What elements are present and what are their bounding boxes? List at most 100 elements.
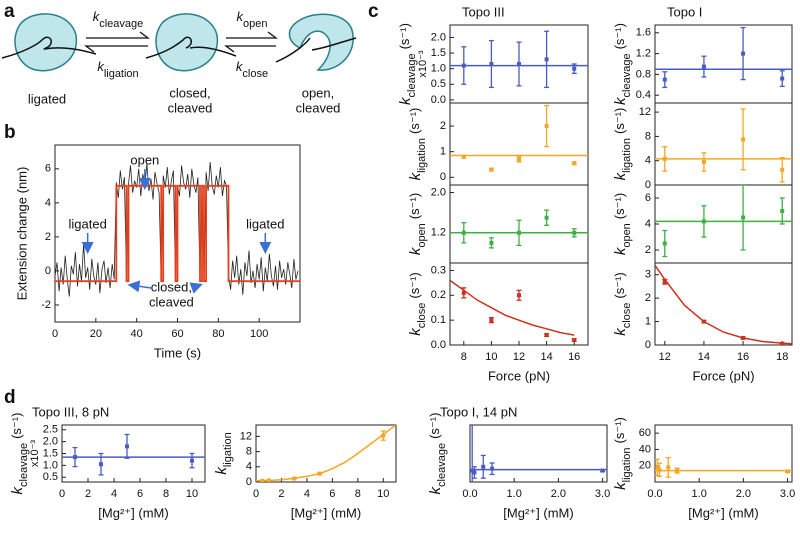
y-label-subscript: cleavage xyxy=(18,443,30,487)
rate-label: kopen xyxy=(237,9,268,29)
data-point xyxy=(517,293,521,298)
panel-label: a xyxy=(4,1,15,22)
plot-frame xyxy=(449,262,589,346)
x-tick-label: 0 xyxy=(253,488,259,500)
y-label-symbol: k xyxy=(612,327,629,336)
plot-frame xyxy=(255,424,397,483)
data-point xyxy=(741,137,746,142)
y-axis-label: kligation (s⁻¹) xyxy=(612,108,633,181)
data-point xyxy=(741,335,746,340)
x-tick-label: 2 xyxy=(85,488,91,500)
y-tick-label: 3 xyxy=(645,269,651,281)
y-tick-label: 1.5 xyxy=(43,447,58,459)
data-point xyxy=(489,240,494,245)
data-point xyxy=(317,471,322,476)
plot-frame xyxy=(654,262,793,346)
x-axis-label: [Mg²⁺] (mM) xyxy=(98,505,168,520)
x-tick-label: 8 xyxy=(163,488,169,500)
y-tick-label: 2 xyxy=(45,231,51,243)
data-point xyxy=(662,156,667,161)
x-tick-label: 0 xyxy=(59,488,65,500)
plot-frame xyxy=(654,184,793,264)
data-point xyxy=(572,230,577,235)
data-point xyxy=(489,318,494,323)
fit-line xyxy=(256,425,396,482)
data-point xyxy=(481,464,486,469)
fit-line xyxy=(655,264,792,345)
y-tick-label: 0 xyxy=(246,476,252,488)
annotation-arrow xyxy=(127,280,152,293)
plot-frame xyxy=(654,102,793,186)
y-tick-label: 0.0 xyxy=(431,94,446,106)
y-tick-label: 0 xyxy=(645,339,651,351)
y-label-subscript: ligation xyxy=(621,138,633,173)
x-tick-label: 8 xyxy=(355,488,361,500)
y-tick-label: 20 xyxy=(639,460,651,472)
data-point xyxy=(544,124,549,129)
y-label-unit: (s⁻¹) xyxy=(397,23,412,49)
plot-frame xyxy=(469,424,608,483)
plot-frame xyxy=(449,102,589,186)
x-tick-label: 14 xyxy=(698,351,710,363)
fit-line xyxy=(450,279,575,336)
y-tick-label: 2.0 xyxy=(431,186,446,198)
y-scale-label: x10⁻³ xyxy=(29,440,41,468)
y-label-subscript: cleavage xyxy=(406,53,418,97)
y-tick-label: 2 xyxy=(440,120,446,132)
panel-label: d xyxy=(4,387,16,408)
y-label-unit: (s⁻¹) xyxy=(407,193,422,219)
rate-subscript: open xyxy=(243,18,267,30)
x-tick-label: 0.0 xyxy=(462,488,477,500)
y-label-symbol: k xyxy=(407,327,424,336)
data-point xyxy=(701,219,706,224)
trace xyxy=(55,184,300,283)
x-axis-label: Time (s) xyxy=(154,345,201,360)
data-point xyxy=(544,215,549,220)
y-tick-label: 6 xyxy=(45,163,51,175)
enzyme-shape xyxy=(155,13,219,72)
data-point xyxy=(517,157,521,162)
data-point xyxy=(461,154,466,159)
data-point xyxy=(675,468,680,473)
x-tick-label: 3.0 xyxy=(595,488,610,500)
data-point xyxy=(292,476,297,481)
rate-label: kclose xyxy=(236,59,268,79)
y-tick-label: 0.4 xyxy=(636,89,651,101)
rate-subscript: ligation xyxy=(104,68,139,80)
data-point xyxy=(125,444,129,449)
y-tick-label: 4 xyxy=(645,155,651,167)
x-tick-label: 3.0 xyxy=(780,488,795,500)
data-point xyxy=(701,319,706,324)
y-label-unit: (s⁻¹) xyxy=(612,193,627,219)
y-label-subscript: close xyxy=(621,303,633,329)
y-tick-label: 4 xyxy=(645,218,651,230)
data-point xyxy=(780,209,785,213)
x-tick-label: 10 xyxy=(485,351,497,363)
y-label-symbol: k xyxy=(397,96,414,105)
y-label-subscript: ligation xyxy=(621,448,633,483)
y-tick-label: 1.2 xyxy=(636,48,651,60)
x-tick-label: 20 xyxy=(90,328,102,340)
y-label-symbol: k xyxy=(612,96,629,105)
y-label-unit: (s⁻¹) xyxy=(612,417,627,443)
x-tick-label: 8 xyxy=(461,351,467,363)
y-tick-label: 1.5 xyxy=(431,47,446,59)
data-point xyxy=(472,470,477,475)
y-axis-label: kcleavage (s⁻¹) xyxy=(427,413,448,495)
dna xyxy=(189,46,237,57)
annotation-arrow xyxy=(189,282,203,294)
data-point xyxy=(470,468,475,473)
data-point xyxy=(99,462,103,467)
dna xyxy=(311,37,357,51)
y-tick-label: 0 xyxy=(440,171,446,183)
x-tick-label: 16 xyxy=(568,351,580,363)
y-label-subscript: cleavage xyxy=(436,443,448,487)
y-tick-label: 40 xyxy=(639,443,651,455)
y-label-symbol: k xyxy=(612,481,629,490)
x-tick-label: 12 xyxy=(659,351,671,363)
data-point xyxy=(461,290,466,295)
x-tick-label: 6 xyxy=(137,488,143,500)
data-point xyxy=(657,467,662,472)
y-label-symbol: k xyxy=(407,246,424,255)
x-tick-label: 4 xyxy=(304,488,310,500)
